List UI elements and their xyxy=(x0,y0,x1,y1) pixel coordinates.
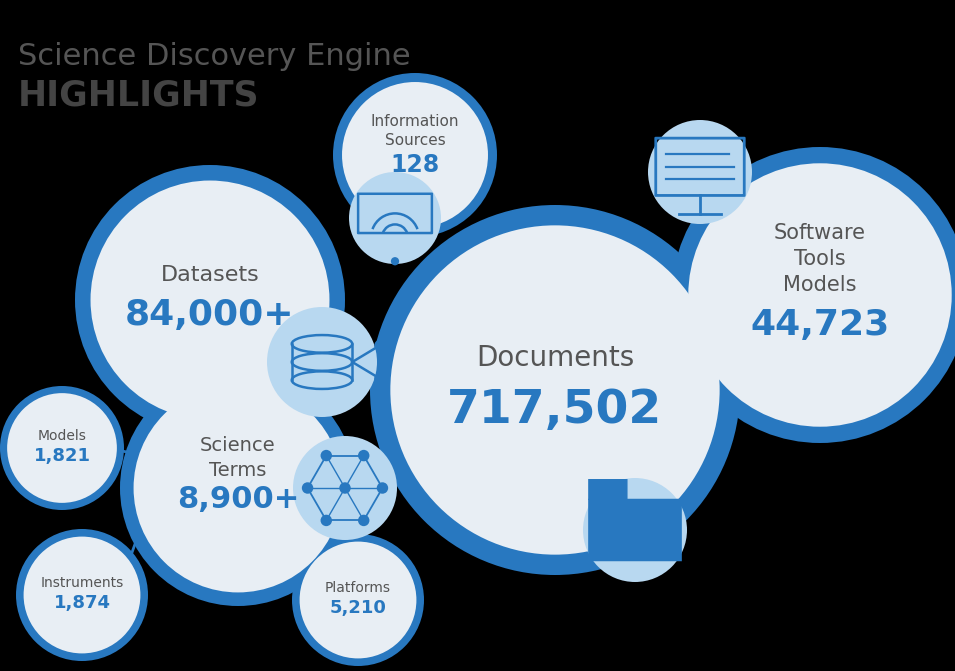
Circle shape xyxy=(0,386,124,510)
Circle shape xyxy=(349,172,441,264)
Circle shape xyxy=(292,534,424,666)
Circle shape xyxy=(391,225,720,555)
Circle shape xyxy=(300,541,416,658)
Text: Science
Terms: Science Terms xyxy=(201,436,276,480)
Text: Software
Tools
Models: Software Tools Models xyxy=(774,223,866,295)
Text: Documents: Documents xyxy=(476,344,634,372)
Circle shape xyxy=(302,482,313,494)
Text: 5,210: 5,210 xyxy=(329,599,387,617)
Circle shape xyxy=(374,340,385,351)
Circle shape xyxy=(376,482,388,494)
Text: Models: Models xyxy=(37,429,87,443)
Circle shape xyxy=(342,82,488,228)
Circle shape xyxy=(24,537,140,654)
Circle shape xyxy=(648,120,752,224)
Circle shape xyxy=(374,373,385,384)
Text: Science Discovery Engine: Science Discovery Engine xyxy=(18,42,411,71)
FancyBboxPatch shape xyxy=(588,499,682,561)
Text: 1,821: 1,821 xyxy=(33,447,91,465)
Text: Platforms: Platforms xyxy=(325,581,391,595)
Text: Instruments: Instruments xyxy=(40,576,123,590)
Circle shape xyxy=(321,515,332,526)
Text: 8,900+: 8,900+ xyxy=(177,486,299,515)
Circle shape xyxy=(358,450,370,461)
FancyBboxPatch shape xyxy=(588,479,627,500)
Text: 128: 128 xyxy=(391,153,439,177)
Text: HIGHLIGHTS: HIGHLIGHTS xyxy=(18,78,260,112)
Circle shape xyxy=(293,436,397,540)
Circle shape xyxy=(7,393,117,503)
Text: 44,723: 44,723 xyxy=(751,308,890,342)
Text: 717,502: 717,502 xyxy=(447,387,663,433)
Circle shape xyxy=(370,205,740,575)
Circle shape xyxy=(321,450,332,461)
Circle shape xyxy=(391,257,399,265)
Text: Information
Sources: Information Sources xyxy=(371,113,459,148)
Text: 84,000+: 84,000+ xyxy=(125,298,295,332)
Circle shape xyxy=(120,370,356,606)
Circle shape xyxy=(339,482,350,494)
Circle shape xyxy=(16,529,148,661)
Circle shape xyxy=(358,515,370,526)
Circle shape xyxy=(583,478,687,582)
Circle shape xyxy=(75,165,345,435)
Text: 1,874: 1,874 xyxy=(53,594,111,612)
Circle shape xyxy=(134,384,343,592)
Circle shape xyxy=(689,163,952,427)
Text: Datasets: Datasets xyxy=(160,265,260,285)
Circle shape xyxy=(672,147,955,443)
Circle shape xyxy=(267,307,377,417)
Circle shape xyxy=(91,180,329,419)
Circle shape xyxy=(333,73,497,237)
